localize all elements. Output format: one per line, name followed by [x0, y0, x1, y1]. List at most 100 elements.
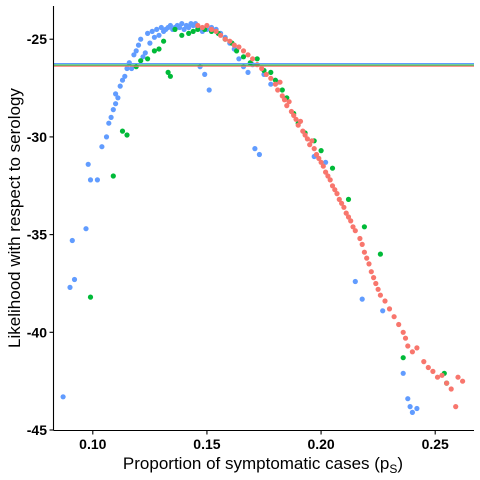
data-point — [208, 26, 215, 32]
data-point — [268, 75, 274, 81]
data-point — [119, 128, 126, 134]
data-point — [234, 48, 240, 54]
x-axis-title: Proportion of symptomatic cases (pS) — [123, 454, 403, 476]
x-tick-label: 0.25 — [422, 436, 449, 452]
data-point — [357, 235, 363, 242]
data-point — [272, 77, 278, 83]
data-point — [263, 71, 269, 77]
data-point — [325, 173, 331, 179]
data-point — [71, 276, 78, 283]
y-tick-label: -25 — [27, 31, 47, 47]
data-point — [345, 196, 352, 202]
data-point — [327, 177, 333, 183]
data-point — [199, 24, 205, 31]
data-point — [108, 114, 114, 120]
data-point — [272, 81, 278, 87]
data-point — [179, 21, 185, 27]
data-point — [106, 120, 112, 126]
data-point — [448, 386, 454, 392]
reference-lines — [54, 63, 474, 67]
data-point — [176, 24, 183, 31]
data-point — [156, 32, 162, 38]
data-point — [373, 280, 379, 287]
data-point — [147, 40, 153, 46]
data-point — [190, 28, 196, 34]
data-point — [149, 28, 155, 34]
data-point — [425, 364, 431, 371]
data-point — [293, 116, 299, 122]
data-point — [110, 173, 116, 179]
data-point — [284, 103, 290, 109]
data-point — [167, 73, 173, 79]
data-point — [206, 87, 212, 93]
data-point — [99, 144, 105, 150]
data-point — [236, 56, 242, 62]
data-point — [311, 146, 317, 152]
data-point — [245, 52, 251, 58]
data-point — [375, 286, 381, 292]
data-point — [268, 69, 274, 75]
data-point — [186, 30, 192, 36]
data-point — [277, 79, 283, 85]
data-point — [336, 196, 342, 202]
data-point — [142, 50, 148, 56]
data-point — [421, 359, 427, 365]
data-point — [231, 42, 237, 48]
y-tick-label: -35 — [27, 227, 47, 243]
data-point — [254, 56, 260, 62]
data-point — [172, 26, 178, 32]
data-point — [87, 294, 94, 300]
data-point — [202, 71, 208, 77]
y-axis-title: Likelihood with respect to serology — [5, 88, 24, 348]
data-point — [444, 380, 450, 386]
points-layer — [60, 21, 466, 415]
y-axis-ticks: -25 -30 -35 -40 -45 — [27, 31, 54, 438]
data-point — [323, 169, 329, 175]
data-point — [291, 112, 297, 118]
data-point — [414, 345, 420, 351]
data-point — [295, 122, 301, 128]
data-point — [364, 255, 370, 261]
data-point — [352, 228, 358, 234]
data-point — [67, 284, 73, 290]
data-point — [240, 54, 247, 60]
data-point — [323, 159, 329, 165]
data-point — [380, 308, 386, 314]
data-point — [117, 83, 123, 89]
data-point — [236, 44, 242, 50]
data-point — [455, 374, 461, 380]
data-point — [460, 378, 466, 384]
data-point — [407, 404, 413, 410]
data-point — [252, 146, 258, 152]
data-point — [309, 138, 315, 144]
data-point — [275, 87, 281, 93]
data-point — [154, 26, 160, 32]
data-point — [368, 269, 374, 275]
data-point — [297, 118, 304, 124]
data-point — [124, 132, 130, 138]
data-point — [405, 396, 411, 402]
data-point — [414, 405, 420, 412]
data-point — [391, 314, 397, 320]
data-point — [329, 165, 336, 171]
data-point — [218, 32, 224, 38]
data-point — [430, 368, 436, 374]
data-point — [140, 54, 146, 60]
data-point — [352, 278, 358, 285]
data-point — [195, 22, 201, 29]
data-point — [329, 183, 336, 189]
data-point — [186, 24, 192, 31]
data-point — [167, 22, 173, 29]
data-point — [245, 69, 251, 75]
data-point — [135, 42, 142, 48]
data-point — [386, 306, 393, 312]
data-point — [110, 107, 116, 113]
data-point — [359, 241, 365, 247]
data-point — [222, 36, 228, 42]
data-point — [131, 52, 137, 58]
data-point — [288, 108, 294, 115]
data-point — [151, 48, 157, 54]
data-point — [227, 38, 233, 44]
data-point — [133, 48, 139, 54]
data-point — [400, 355, 406, 361]
